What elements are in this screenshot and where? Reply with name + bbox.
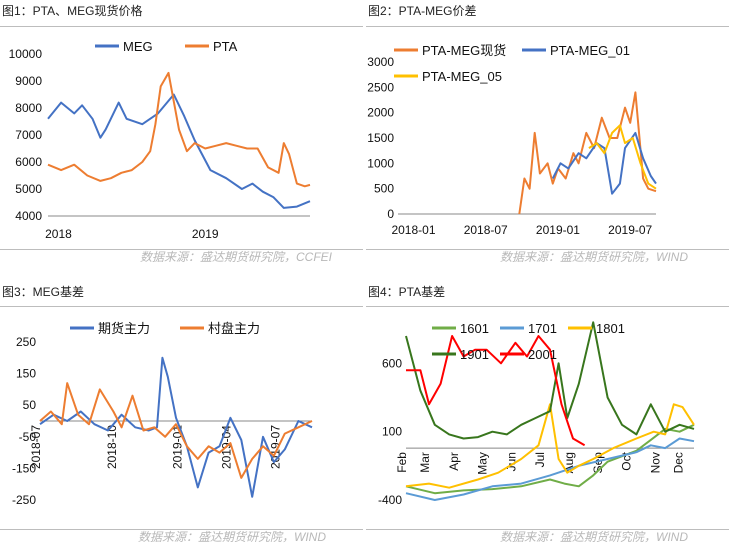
x-tick-label: 2018-07 [464,223,508,237]
x-tick-label: 2019-01 [170,425,184,469]
y-tick-label: 250 [16,335,36,349]
x-tick-label: Dec [671,452,685,473]
y-tick-label: 500 [374,182,394,196]
chart-2-source: 数据来源：盛达期货研究院，WIND [500,250,688,264]
y-tick-label: 3000 [367,55,394,69]
x-tick-label: May [476,452,490,475]
y-tick-label: 1500 [367,131,394,145]
y-tick-label: 1000 [367,156,394,170]
chart-1-plot: 4000 5000 6000 7000 8000 9000 10000 2018 2019 MEG… [9,39,311,241]
series-line-1901 [405,321,695,440]
y-tick-label: 9000 [15,74,42,88]
legend-label: 1601 [460,321,489,336]
chart-2-frame [366,26,729,250]
x-tick-label: Apr [447,452,461,471]
y-tick-label: 6000 [15,155,42,169]
series-line-2001 [406,335,586,447]
x-tick-label: 2019-01 [536,223,580,237]
y-tick-label: 50 [23,398,37,412]
legend-label: 期货主力 [98,321,150,336]
y-tick-label: 4000 [15,209,42,223]
chart-2-title: 图2：PTA-MEG价差 [368,4,477,18]
y-tick-label: 7000 [15,128,42,142]
y-tick-label: 150 [16,367,36,381]
x-tick-label: 2019-07 [268,425,282,469]
chart-3-title: 图3：MEG基差 [2,285,85,299]
y-tick-label: 8000 [15,101,42,115]
y-tick-label: 100 [382,425,402,439]
legend-label: 1701 [528,321,557,336]
legend-label: PTA [213,39,238,54]
chart-3-source: 数据来源：盛达期货研究院，WIND [138,530,326,544]
chart-4-frame [366,306,729,530]
series-line-PTA-MEG_05 [588,124,657,190]
y-tick-label: 0 [387,207,394,221]
y-tick-label: -400 [378,493,402,507]
series-line-PTA-MEG_01 [551,131,657,195]
legend-label: PTA-MEG_05 [422,69,502,84]
y-tick-label: 600 [382,356,402,370]
series-line-MEG [47,93,311,209]
y-tick-label: -250 [12,493,36,507]
y-tick-label: 2000 [367,106,394,120]
chart-4-source: 数据来源：盛达期货研究院，WIND [500,530,688,544]
x-tick-label: 2019-07 [608,223,652,237]
y-tick-label: 10000 [9,47,43,61]
legend-label: 2001 [528,347,557,362]
x-tick-label: 2018-07 [29,425,43,469]
chart-3-plot: 250 150 50 -50 -150 -250 2018-07 2018-10 2019-01… [12,321,313,507]
x-tick-label: 2019 [192,227,219,241]
chart-1-title: 图1：PTA、MEG现货价格 [2,4,143,18]
series-line-1801 [405,403,695,489]
y-tick-label: 2500 [367,80,394,94]
chart-1-source: 数据来源：盛达期货研究院，CCFEI [140,250,333,264]
y-tick-label: -50 [19,430,37,444]
legend-label: 1901 [460,347,489,362]
y-tick-label: 5000 [15,182,42,196]
legend-label: PTA-MEG_01 [550,43,630,58]
x-tick-label: Jul [533,452,547,467]
x-tick-label: 2018-01 [391,223,435,237]
x-tick-label: 2018 [45,227,72,241]
chart-2-plot: 0 500 1000 1500 2000 2500 3000 2018-01 2018-07 20… [367,43,657,237]
x-tick-label: Feb [395,452,409,473]
series-line-PTA-MEG现货 [518,91,657,215]
series-line-PTA [47,71,311,188]
legend-label: PTA-MEG现货 [422,43,506,58]
chart-4-title: 图4：PTA基差 [368,285,446,299]
series-line-期货主力 [39,356,313,498]
x-tick-label: Nov [648,452,662,473]
y-tick-label: -150 [12,461,36,475]
legend-label: MEG [123,39,153,54]
x-tick-label: Mar [418,452,432,473]
series-line-村盘主力 [39,382,313,479]
legend-label: 1801 [596,321,625,336]
x-tick-label: 2018-10 [105,425,119,469]
legend-label: 村盘主力 [208,321,260,336]
